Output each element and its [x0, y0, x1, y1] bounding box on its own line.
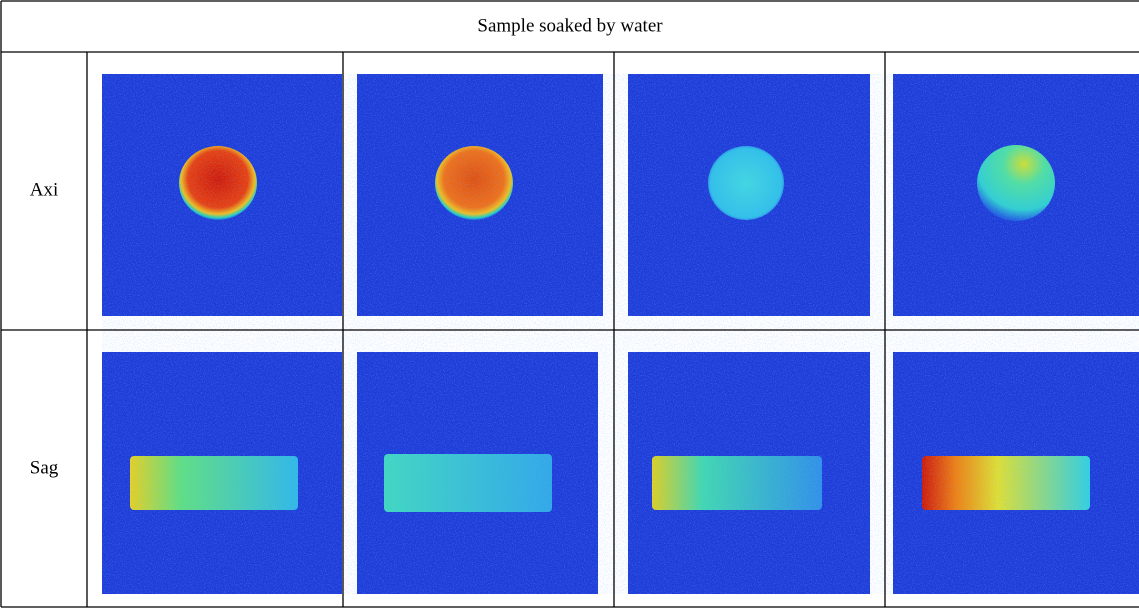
scans — [102, 74, 1139, 594]
scan-noise — [102, 74, 1139, 594]
table-title: Sample soaked by water — [477, 15, 663, 36]
row-label: Axi — [30, 179, 59, 200]
row-label: Sag — [30, 457, 59, 478]
